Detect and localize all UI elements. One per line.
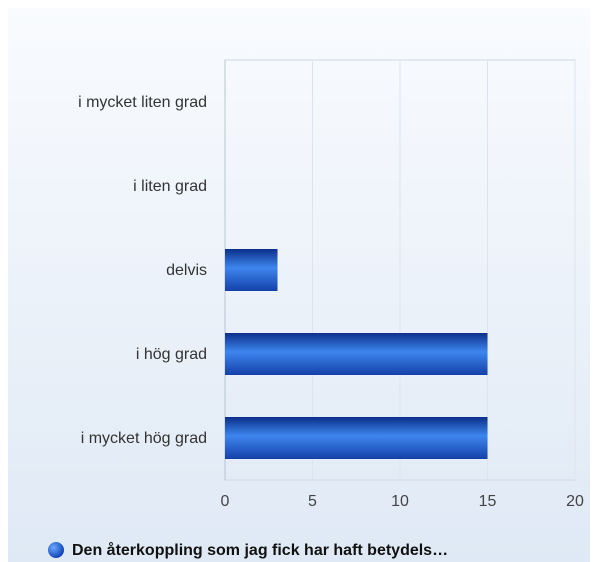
x-tick-label: 15 <box>479 493 497 510</box>
y-tick-label: i mycket hög grad <box>81 430 207 447</box>
bar <box>225 249 278 291</box>
y-tick-label: delvis <box>166 262 207 279</box>
y-tick-label: i mycket liten grad <box>78 94 207 111</box>
bar <box>225 417 488 459</box>
y-tick-label: i hög grad <box>136 346 207 363</box>
background <box>8 8 590 562</box>
x-tick-label: 5 <box>308 493 317 510</box>
bar <box>225 333 488 375</box>
x-tick-label: 0 <box>221 493 230 510</box>
legend-marker <box>48 542 64 558</box>
x-tick-label: 20 <box>566 493 584 510</box>
x-tick-label: 10 <box>391 493 409 510</box>
y-tick-label: i liten grad <box>133 178 207 195</box>
legend-label: Den återkoppling som jag fick har haft b… <box>72 541 448 559</box>
